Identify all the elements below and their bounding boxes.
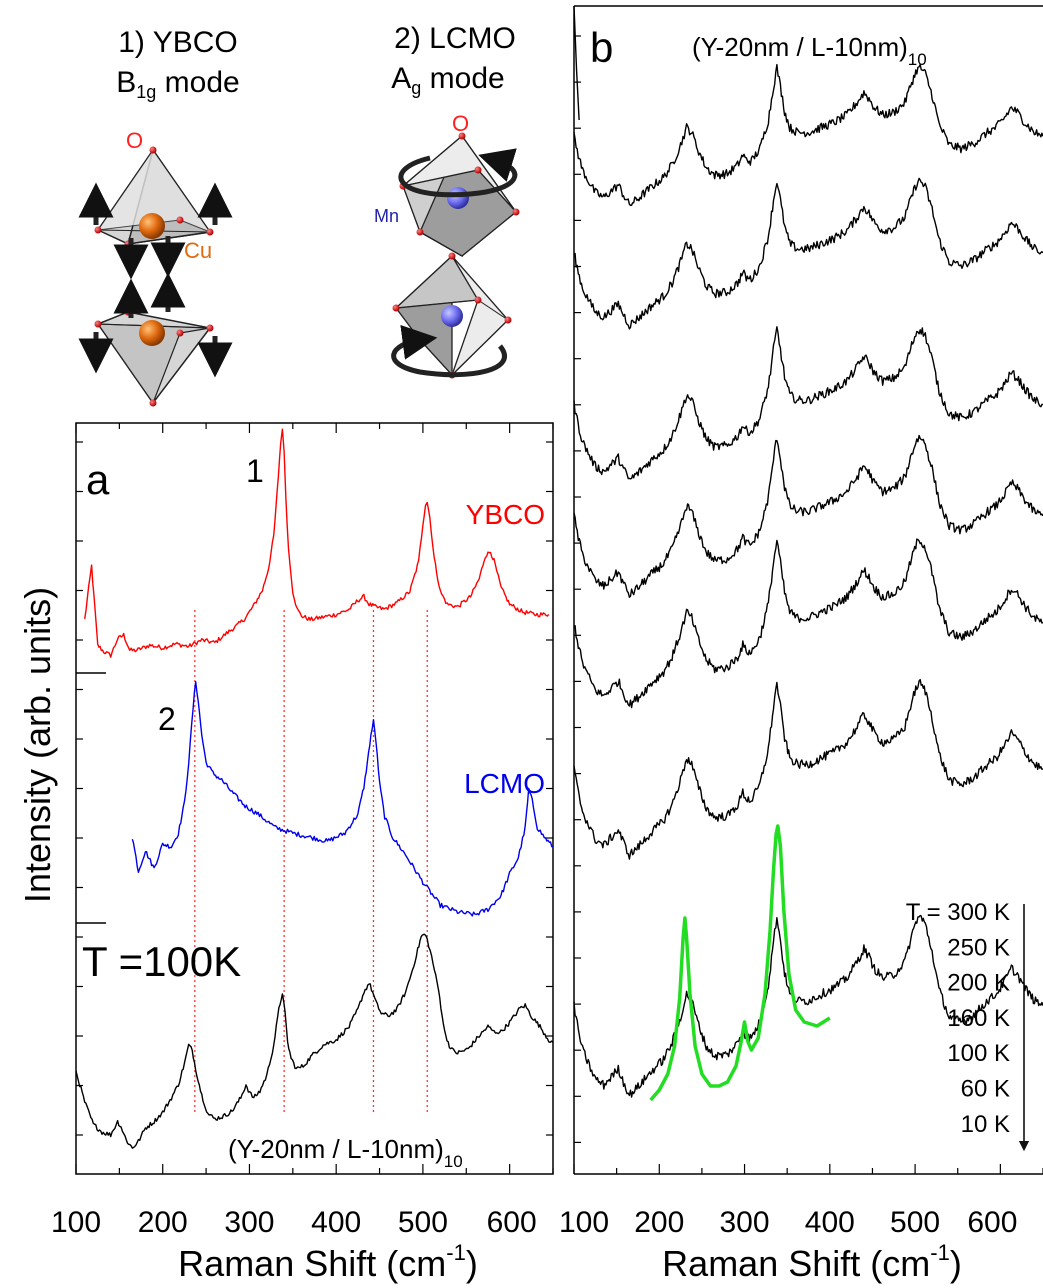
x-tick-label: 100 xyxy=(559,1206,609,1239)
lcmo-mode-label: Ag mode xyxy=(391,62,504,98)
x-tick-label: 500 xyxy=(890,1206,940,1239)
lcmo-spectrum xyxy=(131,681,553,917)
peak-2-label: 2 xyxy=(158,701,176,737)
panel-b-fit xyxy=(649,824,831,1102)
temperature-entry: 60 K xyxy=(961,1076,1010,1103)
ybco-o-label: O xyxy=(126,128,143,153)
x-tick-label: 300 xyxy=(224,1206,274,1239)
ybco-cu-label: Cu xyxy=(184,238,212,263)
ybco-label: YBCO xyxy=(466,499,545,530)
x-tick-label: 400 xyxy=(805,1206,855,1239)
lcmo-o-label: O xyxy=(452,111,469,136)
temperature-entry: 250 K xyxy=(947,934,1010,961)
panel-a-xlabel: Raman Shift (cm-1) xyxy=(178,1240,478,1284)
spectrum-curve xyxy=(573,63,1043,207)
ybco-mode-diagram: 1) YBCO B1g mode O Cu xyxy=(78,26,240,407)
panel-a-letter: a xyxy=(86,456,110,503)
temperature-entry: T = 300 K xyxy=(906,899,1010,926)
lcmo-upper-octahedron xyxy=(398,132,520,258)
ybco-upper-pyramid xyxy=(78,146,233,280)
panel-a-curves xyxy=(75,428,554,1149)
x-tick-label: 600 xyxy=(967,1206,1017,1239)
panel-a-frame xyxy=(75,422,554,1175)
temperature-legend: T = 300 K 250 K 200 K 160 K 100 K 60 K 10 K xyxy=(906,899,1010,1138)
x-tick-label: 200 xyxy=(634,1206,684,1239)
lcmo-lower-octahedron xyxy=(391,252,512,379)
fit-curve xyxy=(649,824,831,1102)
lcmo-label: LCMO xyxy=(464,768,545,799)
spectrum-curve-edge xyxy=(573,5,580,121)
panel-b-xlabel: Raman Shift (cm-1) xyxy=(662,1240,962,1284)
panel-b-xticks: 100 200 300 400 500 600 xyxy=(559,1164,1043,1239)
spectrum-curve xyxy=(573,326,1043,480)
spectrum-curve xyxy=(573,538,1043,709)
panel-b: 100 200 300 400 500 600 b (Y-20nm / L-10nm)10… xyxy=(559,5,1043,1284)
panel-a: 100 200 300 400 500 600 a 1 2 YBCO LCMO T =10… xyxy=(17,422,554,1284)
x-tick-label: 500 xyxy=(398,1206,448,1239)
temperature-entry: 160 K xyxy=(947,1005,1010,1032)
temperature-entry: 10 K xyxy=(961,1111,1010,1138)
peak-1-label: 1 xyxy=(246,453,264,489)
ybco-title: 1) YBCO xyxy=(118,26,238,59)
panel-a-xticks: 100 200 300 400 500 600 xyxy=(51,423,554,1239)
panel-b-yticks xyxy=(574,35,581,1144)
lcmo-title: 2) LCMO xyxy=(394,22,516,55)
ybco-mode-label: B1g mode xyxy=(116,66,239,102)
x-tick-label: 300 xyxy=(720,1206,770,1239)
ybco-lower-pyramid xyxy=(78,272,233,407)
panel-a-guide-lines xyxy=(194,610,428,1115)
panel-b-curves xyxy=(573,5,1043,1098)
panel-b-sample-label: (Y-20nm / L-10nm)10 xyxy=(692,32,927,69)
temperature-label: T =100K xyxy=(82,938,241,985)
spectrum-curve xyxy=(573,434,1043,598)
panel-a-yticks xyxy=(76,441,553,1136)
lcmo-mn-label: Mn xyxy=(374,206,399,226)
superlattice-spectrum xyxy=(75,933,554,1149)
temperature-entry: 100 K xyxy=(947,1040,1010,1067)
lcmo-mode-diagram: 2) LCMO Ag mode O Mn xyxy=(374,22,520,379)
ybco-spectrum xyxy=(84,428,550,658)
temperature-entry: 200 K xyxy=(947,970,1010,997)
spectrum-curve xyxy=(573,678,1043,860)
spectrum-curve xyxy=(573,177,1043,330)
panel-a-ylabel: Intensity (arb. units) xyxy=(17,587,58,903)
x-tick-label: 600 xyxy=(487,1206,537,1239)
cu-atom xyxy=(139,213,165,239)
x-tick-label: 100 xyxy=(51,1206,101,1239)
x-tick-label: 400 xyxy=(311,1206,361,1239)
spectrum-curve xyxy=(573,914,1043,1098)
panel-b-letter: b xyxy=(590,24,613,71)
x-tick-label: 200 xyxy=(138,1206,188,1239)
panel-a-sample-label: (Y-20nm / L-10nm)10 xyxy=(228,1134,463,1171)
